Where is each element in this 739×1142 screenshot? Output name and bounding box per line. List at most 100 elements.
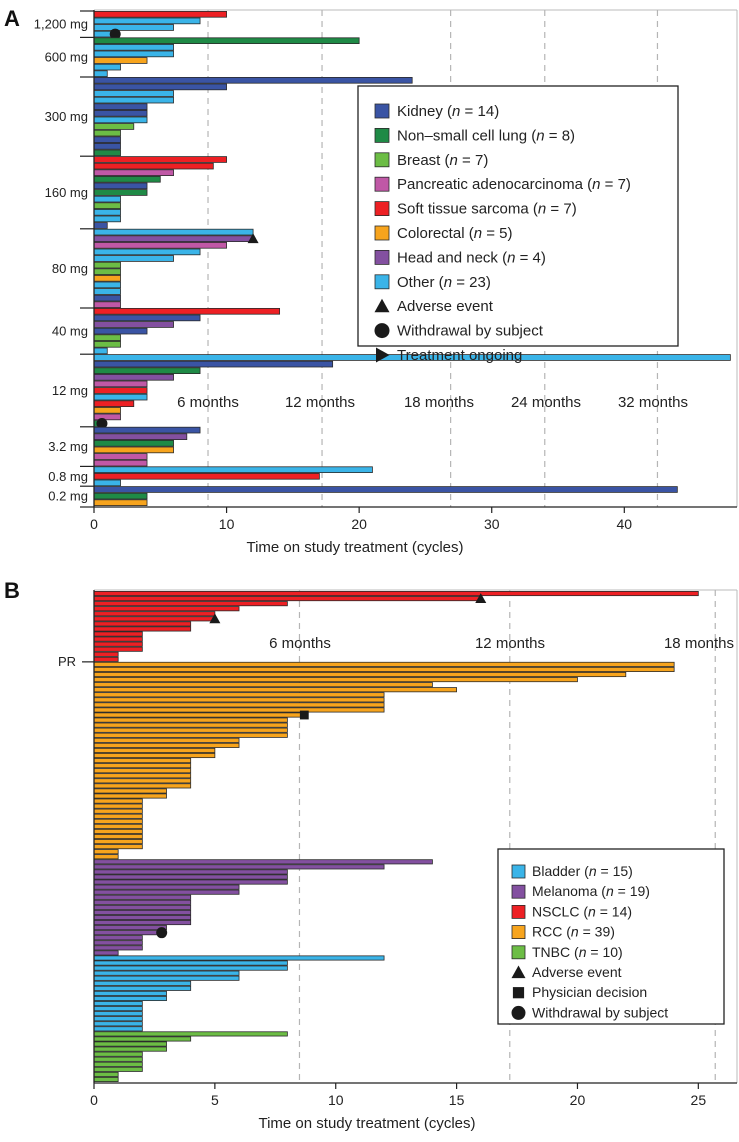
legend-label: Bladder (n = 15) — [532, 863, 633, 879]
bar-rcc — [93, 773, 192, 779]
bar-mel — [93, 894, 192, 900]
month-label: 12 months — [475, 635, 545, 652]
bar-rcc — [93, 722, 288, 728]
bar-pan — [93, 301, 121, 308]
legend-paren: ) — [618, 944, 623, 960]
dose-label: 12 mg — [52, 383, 88, 398]
legend-paren: ( — [580, 863, 589, 879]
legend-eq: = — [458, 152, 475, 169]
bar-oth — [93, 281, 121, 289]
legend-item-br: Breast (n = 7) — [374, 152, 488, 169]
bar-oth — [93, 347, 108, 355]
legend-item-hn: Head and neck (n = 4) — [374, 249, 546, 266]
bar-rcc — [93, 808, 143, 814]
bar-nsclc — [93, 601, 288, 607]
bar-rcc — [93, 707, 385, 713]
legend-paren: ) — [483, 152, 488, 169]
bar-crc — [93, 406, 121, 414]
bar-bla — [93, 970, 240, 976]
bar-sts — [93, 400, 135, 407]
legend-swatch — [374, 274, 390, 290]
bar-nsclc — [93, 656, 119, 662]
legend-n-symbol: n — [450, 152, 458, 169]
bar-kid — [93, 294, 121, 302]
legend-swatch — [374, 225, 390, 241]
bar-mel — [93, 874, 288, 880]
legend-n-value: 15 — [613, 863, 629, 879]
panel-b-chart: PR 0 5 10 15 20 25 Time on study treatment (cyc… — [58, 589, 738, 1132]
bar-oth — [93, 208, 121, 216]
legend-label: Soft tissue sarcoma (n = 7) — [397, 201, 577, 218]
legend-paren: ) — [541, 249, 546, 266]
legend-paren: ) — [626, 176, 631, 193]
legend-paren: ( — [579, 903, 588, 919]
panel-a-letter: A — [4, 6, 20, 31]
legend-category-name: RCC — [532, 924, 562, 940]
x-tick-label: 25 — [691, 1092, 707, 1108]
legend-swatch — [511, 945, 526, 960]
legend-label: Kidney (n = 14) — [397, 103, 499, 120]
bar-tnbc — [93, 1036, 192, 1042]
bar-mel — [93, 930, 163, 936]
legend-box — [357, 85, 679, 347]
bar-nsclc — [93, 439, 174, 447]
legend-swatch — [511, 925, 526, 939]
bar-bla — [93, 1016, 143, 1022]
legend-item-kid: Kidney (n = 14) — [374, 103, 499, 120]
bar-br — [93, 202, 121, 210]
bar-mel — [93, 879, 288, 885]
bar-rcc — [93, 717, 288, 723]
legend-n-value: 7 — [475, 152, 483, 169]
bar-br — [93, 268, 121, 275]
bar-rcc — [93, 844, 143, 850]
bar-rcc — [93, 828, 143, 834]
bar-bla — [93, 1001, 143, 1007]
legend-eq: = — [546, 201, 563, 218]
bar-mel — [93, 914, 192, 921]
legend-n-value: 7 — [563, 201, 571, 218]
legend-item-ae: Adverse event — [374, 298, 494, 315]
legend-paren: ) — [570, 127, 575, 144]
bar-tnbc — [93, 1041, 167, 1047]
bar-bla — [93, 965, 288, 971]
x-tick-label: 0 — [90, 516, 98, 532]
bar-nsclc — [93, 591, 699, 597]
legend-paren: ( — [529, 201, 538, 218]
bar-pan — [93, 453, 148, 460]
bar-mel — [93, 904, 192, 910]
legend-paren: ) — [486, 274, 491, 291]
legend-paren: ) — [572, 201, 577, 218]
legend-item-nsclc: Non–small cell lung (n = 8) — [374, 127, 575, 144]
legend-label: Other (n = 23) — [397, 274, 491, 291]
bar-mel — [93, 889, 240, 895]
legend-label: Pancreatic adenocarcinoma (n = 7) — [397, 176, 631, 193]
bar-bla — [93, 960, 288, 966]
panel-a-chart: 1,200 mg 600 mg 300 mg 160 mg 80 mg 40 mg 12 m… — [34, 9, 738, 556]
bar-oth — [93, 44, 174, 51]
legend-n-value: 19 — [630, 883, 646, 899]
bar-rcc — [93, 677, 578, 683]
legend-paren: ) — [627, 903, 632, 919]
bar-rcc — [93, 783, 192, 789]
bar-tnbc — [93, 1066, 143, 1072]
dose-label: 3.2 mg — [48, 439, 88, 454]
bar-rcc — [93, 849, 119, 855]
legend-item-crc: Colorectal (n = 5) — [374, 225, 513, 242]
bar-oth — [93, 393, 148, 401]
legend-swatch — [511, 864, 526, 879]
adverse-event-marker — [247, 233, 259, 244]
legend-n-value: 5 — [499, 225, 507, 242]
legend-n-value: 7 — [618, 176, 626, 193]
bar-tnbc — [93, 1071, 119, 1077]
legend-n-symbol: n — [606, 883, 614, 899]
legend-category-name: TNBC — [532, 944, 570, 960]
bar-mel — [93, 925, 167, 931]
dose-label: 0.8 mg — [48, 469, 88, 484]
legend-n-symbol: n — [579, 944, 587, 960]
legend-n-value: 4 — [533, 249, 541, 266]
x-tick-label: 10 — [328, 1092, 344, 1108]
bar-br — [93, 334, 121, 341]
bar-rcc — [93, 778, 192, 784]
withdrawal-marker — [109, 28, 121, 40]
legend-eq: = — [482, 225, 499, 242]
